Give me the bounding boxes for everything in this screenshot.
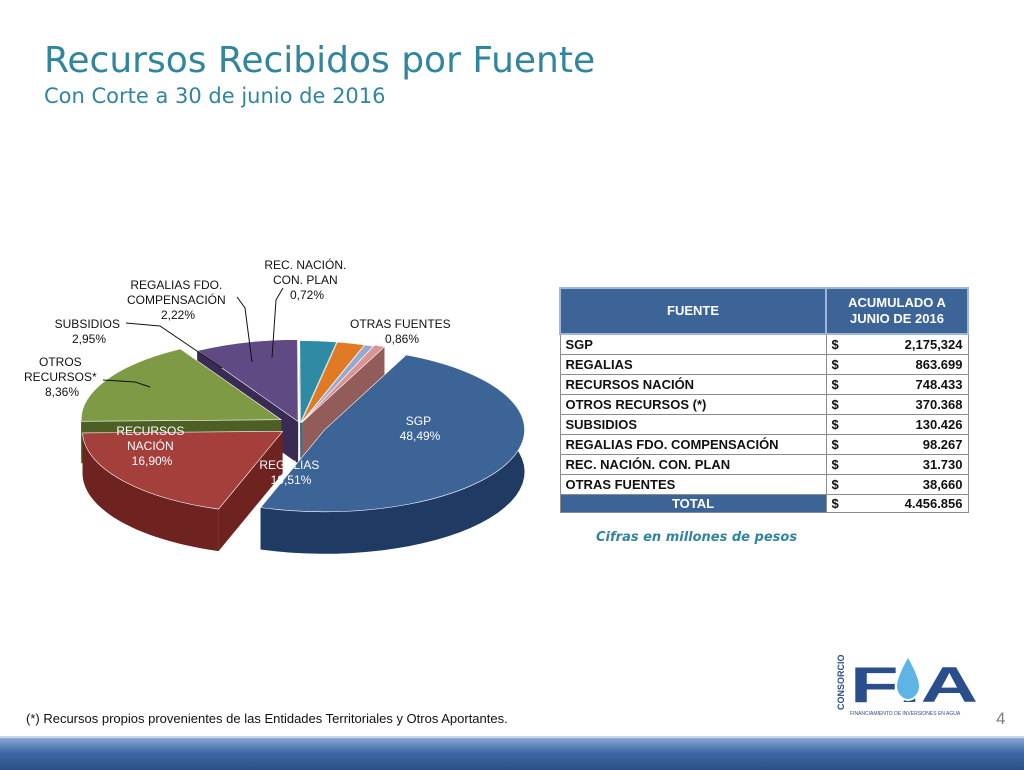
page-number: 4 (996, 709, 1006, 728)
pie-slice-subsidios (299, 340, 338, 423)
table-row: OTRAS FUENTES $38,660 (559, 474, 969, 495)
pie-slice-regalias (82, 431, 284, 510)
pie-slice-otros-recursos- (196, 339, 299, 423)
header-acumulado: ACUMULADO A JUNIO DE 2016 (825, 287, 969, 335)
slice-label-regalias-fdo: REGALIAS FDO. COMPENSACIÓN 2,22% (127, 278, 229, 322)
page-title: Recursos Recibidos por Fuente (44, 40, 596, 81)
leader-subsidios (125, 322, 223, 369)
table-row: REGALIAS $863.699 (559, 354, 969, 375)
footer-bar (0, 736, 1024, 770)
pie-slice-recursos-naci-n (80, 348, 283, 422)
slice-label-otros-recursos: OTROS RECURSOS* 8,36% (24, 355, 100, 399)
table-row: RECURSOS NACIÓN $748.433 (559, 374, 969, 395)
units-note: Cifras en millones de pesos (596, 530, 798, 545)
table-row: REC. NACIÓN. CON. PLAN $31.730 (559, 454, 969, 475)
water-drop-icon (894, 654, 922, 702)
svg-text:FINANCIAMIENTO DE INVERSIONES: FINANCIAMIENTO DE INVERSIONES EN AGUA (850, 711, 961, 717)
pie-slice-side-regalias (82, 432, 219, 552)
pie-chart: SGP 48,49% REGALIAS 19,51% RECURSOS NACI… (24, 257, 525, 554)
slice-label-sgp: SGP 48,49% (400, 414, 441, 443)
table-total-row: TOTAL $4.456.856 (559, 494, 969, 513)
footnote: (*) Recursos propios provenientes de las… (26, 711, 508, 726)
slice-label-subsidios: SUBSIDIOS 2,95% (55, 317, 124, 346)
resources-table: FUENTE ACUMULADO A JUNIO DE 2016 SGP $2,17… (559, 287, 969, 513)
table-row: REGALIAS FDO. COMPENSACIÓN $98.267 (559, 434, 969, 455)
slice-label-recursos-nacion: RECURSOS NACIÓN 16,90% (116, 424, 187, 468)
pie-slice-otras-fuentes (302, 344, 386, 422)
table-row: OTROS RECURSOS (*) $370.368 (559, 394, 969, 415)
slice-label-rec-nacion-plan: REC. NACIÓN. CON. PLAN 0,72% (264, 257, 349, 302)
header-fuente: FUENTE (559, 287, 827, 335)
pie-slice-regalias-fdo-compensaci-n (300, 341, 365, 423)
svg-text:CONSORCIO: CONSORCIO (836, 654, 846, 710)
leader-otros-recursos (102, 379, 151, 388)
slice-label-otras-fuentes: OTRAS FUENTES 0,86% (350, 317, 454, 346)
leader-rec-nacion-plan (271, 287, 284, 359)
page-subtitle: Con Corte a 30 de junio de 2016 (44, 84, 386, 108)
pie-slice-sgp (260, 354, 525, 513)
table-row: SGP $2,175,324 (559, 333, 969, 355)
leader-regalias-fdo (236, 296, 253, 363)
leader-lines (102, 287, 284, 388)
slice-label-regalias: REGALIAS 19,51% (259, 458, 322, 487)
table-row: SUBSIDIOS $130.426 (559, 414, 969, 435)
fia-logo: CONSORCIO FIA FINANCIAMIENTO DE INVERSIO… (836, 654, 978, 717)
